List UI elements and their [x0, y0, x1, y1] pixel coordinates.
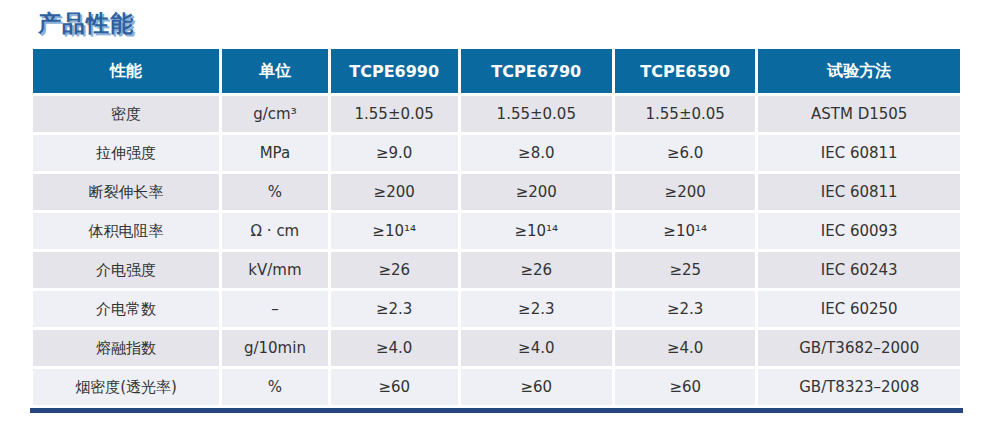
tcpe6590-value-cell: ≥25 — [615, 252, 755, 288]
tcpe6990-value-cell: ≥4.0 — [331, 330, 458, 366]
property-name-cell: 熔融指数 — [33, 330, 219, 366]
tcpe6590-value-cell: ≥60 — [615, 369, 755, 405]
tcpe6990-value-cell: 1.55±0.05 — [331, 96, 458, 132]
table-row-density: 密度 g/cm³ 1.55±0.05 1.55±0.05 1.55±0.05 A… — [33, 96, 960, 132]
product-performance-table: 性能 单位 TCPE6990 TCPE6790 TCPE6590 试验方法 密度… — [30, 46, 963, 408]
table-row-volume-resistivity: 体积电阻率 Ω · cm ≥10¹⁴ ≥10¹⁴ ≥10¹⁴ IEC 60093 — [33, 213, 960, 249]
property-name-cell: 介电强度 — [33, 252, 219, 288]
tcpe6590-value-cell: ≥2.3 — [615, 291, 755, 327]
tcpe6590-value-cell: ≥10¹⁴ — [615, 213, 755, 249]
tcpe6990-value-cell: ≥26 — [331, 252, 458, 288]
property-name-cell: 断裂伸长率 — [33, 174, 219, 210]
tcpe6990-value-cell: ≥9.0 — [331, 135, 458, 171]
table-row-elongation-at-break: 断裂伸长率 % ≥200 ≥200 ≥200 IEC 60811 — [33, 174, 960, 210]
property-name-cell: 密度 — [33, 96, 219, 132]
tcpe6790-value-cell: ≥26 — [461, 252, 612, 288]
tcpe6990-value-cell: ≥2.3 — [331, 291, 458, 327]
property-name-cell: 烟密度(透光率) — [33, 369, 219, 405]
col-header-property: 性能 — [33, 49, 219, 93]
unit-cell: MPa — [222, 135, 328, 171]
property-name-cell: 拉伸强度 — [33, 135, 219, 171]
unit-cell: Ω · cm — [222, 213, 328, 249]
tcpe6790-value-cell: ≥2.3 — [461, 291, 612, 327]
test-method-cell: IEC 60811 — [758, 135, 960, 171]
product-performance-table-container: 性能 单位 TCPE6990 TCPE6790 TCPE6590 试验方法 密度… — [30, 46, 963, 413]
table-row-dielectric-constant: 介电常数 – ≥2.3 ≥2.3 ≥2.3 IEC 60250 — [33, 291, 960, 327]
col-header-tcpe6590: TCPE6590 — [615, 49, 755, 93]
test-method-cell: GB/T8323–2008 — [758, 369, 960, 405]
tcpe6990-value-cell: ≥200 — [331, 174, 458, 210]
col-header-tcpe6790: TCPE6790 — [461, 49, 612, 93]
col-header-tcpe6990: TCPE6990 — [331, 49, 458, 93]
tcpe6790-value-cell: ≥10¹⁴ — [461, 213, 612, 249]
property-name-cell: 介电常数 — [33, 291, 219, 327]
tcpe6790-value-cell: ≥8.0 — [461, 135, 612, 171]
tcpe6990-value-cell: ≥60 — [331, 369, 458, 405]
unit-cell: % — [222, 174, 328, 210]
test-method-cell: IEC 60250 — [758, 291, 960, 327]
tcpe6590-value-cell: ≥6.0 — [615, 135, 755, 171]
tcpe6790-value-cell: 1.55±0.05 — [461, 96, 612, 132]
tcpe6590-value-cell: ≥4.0 — [615, 330, 755, 366]
tcpe6790-value-cell: ≥200 — [461, 174, 612, 210]
tcpe6790-value-cell: ≥4.0 — [461, 330, 612, 366]
table-row-melt-index: 熔融指数 g/10min ≥4.0 ≥4.0 ≥4.0 GB/T3682–200… — [33, 330, 960, 366]
col-header-unit: 单位 — [222, 49, 328, 93]
property-name-cell: 体积电阻率 — [33, 213, 219, 249]
col-header-test-method: 试验方法 — [758, 49, 960, 93]
tcpe6590-value-cell: 1.55±0.05 — [615, 96, 755, 132]
table-row-dielectric-strength: 介电强度 kV/mm ≥26 ≥26 ≥25 IEC 60243 — [33, 252, 960, 288]
tcpe6790-value-cell: ≥60 — [461, 369, 612, 405]
test-method-cell: IEC 60243 — [758, 252, 960, 288]
table-row-tensile-strength: 拉伸强度 MPa ≥9.0 ≥8.0 ≥6.0 IEC 60811 — [33, 135, 960, 171]
table-row-smoke-density: 烟密度(透光率) % ≥60 ≥60 ≥60 GB/T8323–2008 — [33, 369, 960, 405]
test-method-cell: GB/T3682–2000 — [758, 330, 960, 366]
unit-cell: % — [222, 369, 328, 405]
unit-cell: – — [222, 291, 328, 327]
tcpe6590-value-cell: ≥200 — [615, 174, 755, 210]
unit-cell: kV/mm — [222, 252, 328, 288]
page-title: 产品性能 — [38, 8, 995, 39]
unit-cell: g/10min — [222, 330, 328, 366]
test-method-cell: IEC 60811 — [758, 174, 960, 210]
test-method-cell: IEC 60093 — [758, 213, 960, 249]
tcpe6990-value-cell: ≥10¹⁴ — [331, 213, 458, 249]
unit-cell: g/cm³ — [222, 96, 328, 132]
test-method-cell: ASTM D1505 — [758, 96, 960, 132]
table-header-row: 性能 单位 TCPE6990 TCPE6790 TCPE6590 试验方法 — [33, 49, 960, 93]
